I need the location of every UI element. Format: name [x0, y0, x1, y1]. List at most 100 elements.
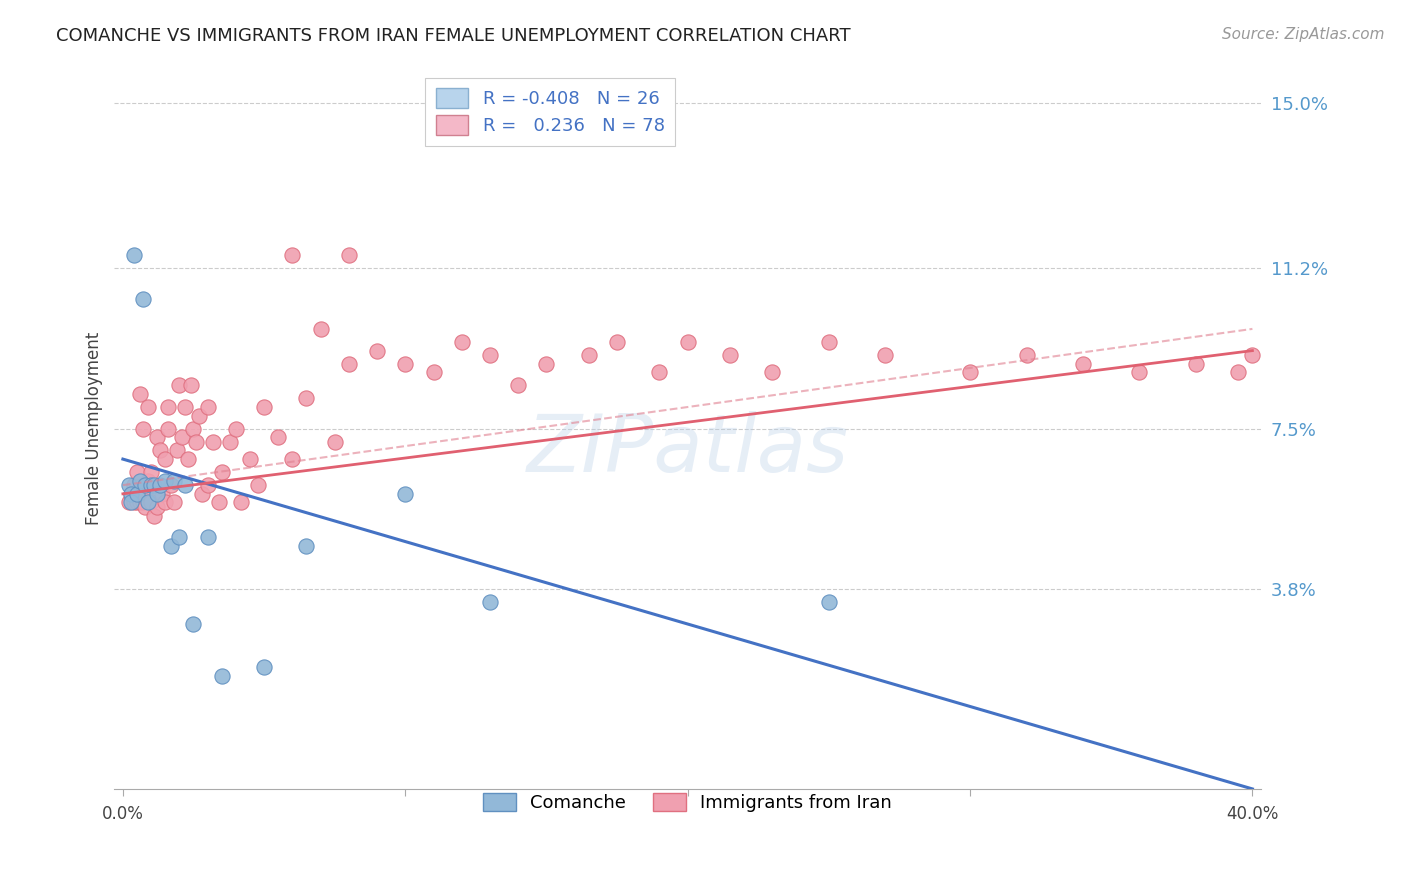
Text: COMANCHE VS IMMIGRANTS FROM IRAN FEMALE UNEMPLOYMENT CORRELATION CHART: COMANCHE VS IMMIGRANTS FROM IRAN FEMALE … — [56, 27, 851, 45]
Point — [172, 430, 194, 444]
Point — [267, 430, 290, 444]
Point — [295, 392, 318, 406]
Text: Source: ZipAtlas.com: Source: ZipAtlas.com — [1222, 27, 1385, 42]
Point — [177, 452, 200, 467]
Point — [169, 530, 191, 544]
Point — [959, 365, 981, 379]
Point — [295, 539, 318, 553]
Point — [323, 434, 346, 449]
Legend: Comanche, Immigrants from Iran: Comanche, Immigrants from Iran — [472, 782, 903, 823]
Point — [253, 400, 276, 414]
Point — [188, 409, 211, 423]
Point — [145, 500, 167, 514]
Point — [606, 334, 628, 349]
Point — [761, 365, 783, 379]
Point — [197, 400, 219, 414]
Point — [191, 487, 214, 501]
Point — [128, 495, 150, 509]
Point — [117, 495, 139, 509]
Point — [450, 334, 472, 349]
Point — [1128, 365, 1150, 379]
Point — [122, 478, 145, 492]
Point — [139, 465, 162, 479]
Point — [134, 487, 156, 501]
Point — [1071, 357, 1094, 371]
Point — [1185, 357, 1208, 371]
Point — [166, 443, 188, 458]
Point — [157, 422, 180, 436]
Point — [225, 422, 247, 436]
Point — [149, 443, 172, 458]
Point — [818, 334, 841, 349]
Point — [219, 434, 242, 449]
Point — [202, 434, 225, 449]
Text: ZIPatlas: ZIPatlas — [527, 411, 849, 490]
Point — [120, 487, 142, 501]
Point — [478, 595, 501, 609]
Point — [366, 343, 388, 358]
Point — [1227, 365, 1250, 379]
Point — [145, 487, 167, 501]
Point — [128, 387, 150, 401]
Point — [578, 348, 600, 362]
Point — [134, 478, 156, 492]
Point — [718, 348, 741, 362]
Point — [676, 334, 699, 349]
Point — [125, 495, 148, 509]
Point — [139, 478, 162, 492]
Point — [125, 487, 148, 501]
Point — [117, 478, 139, 492]
Point — [139, 495, 162, 509]
Point — [508, 378, 530, 392]
Point — [131, 422, 153, 436]
Point — [122, 495, 145, 509]
Point — [125, 465, 148, 479]
Point — [337, 248, 360, 262]
Point — [536, 357, 558, 371]
Point — [247, 478, 270, 492]
Point — [281, 452, 304, 467]
Point — [183, 422, 205, 436]
Point — [183, 617, 205, 632]
Point — [394, 487, 416, 501]
Point — [186, 434, 208, 449]
Point — [131, 495, 153, 509]
Point — [131, 292, 153, 306]
Point — [648, 365, 671, 379]
Point — [128, 474, 150, 488]
Point — [239, 452, 262, 467]
Point — [818, 595, 841, 609]
Point — [136, 474, 159, 488]
Point — [122, 248, 145, 262]
Point — [174, 400, 197, 414]
Point — [120, 495, 142, 509]
Point — [142, 478, 165, 492]
Point — [208, 495, 231, 509]
Point — [136, 495, 159, 509]
Point — [180, 378, 202, 392]
Point — [163, 474, 186, 488]
Point — [197, 478, 219, 492]
Point — [211, 669, 233, 683]
Point — [160, 539, 183, 553]
Point — [211, 465, 233, 479]
Point — [253, 660, 276, 674]
Point — [155, 474, 177, 488]
Point — [422, 365, 444, 379]
Point — [120, 487, 142, 501]
Point — [160, 478, 183, 492]
Point — [1241, 348, 1264, 362]
Point — [478, 348, 501, 362]
Point — [1015, 348, 1038, 362]
Point — [875, 348, 897, 362]
Point — [152, 487, 174, 501]
Text: 40.0%: 40.0% — [1226, 805, 1278, 823]
Point — [197, 530, 219, 544]
Point — [169, 378, 191, 392]
Point — [231, 495, 253, 509]
Point — [155, 452, 177, 467]
Point — [281, 248, 304, 262]
Text: 0.0%: 0.0% — [103, 805, 143, 823]
Point — [149, 478, 172, 492]
Y-axis label: Female Unemployment: Female Unemployment — [86, 332, 103, 525]
